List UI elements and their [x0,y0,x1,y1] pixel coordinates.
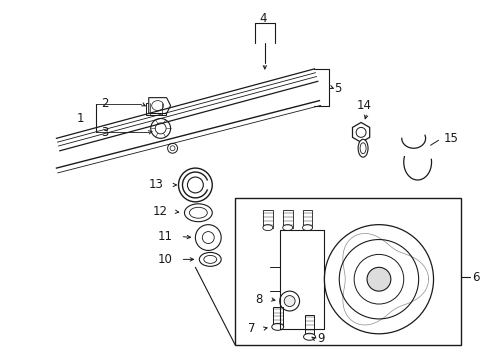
Text: 8: 8 [254,293,262,306]
Circle shape [366,267,390,291]
Bar [304,315,314,337]
Ellipse shape [151,100,163,111]
Bar [282,210,292,228]
Ellipse shape [357,139,367,157]
Text: 6: 6 [471,271,479,284]
Ellipse shape [302,225,312,231]
Polygon shape [352,122,369,142]
Circle shape [170,146,175,151]
Text: 4: 4 [259,12,266,25]
Circle shape [150,118,170,138]
Circle shape [353,255,403,304]
Circle shape [187,177,203,193]
Ellipse shape [359,143,366,154]
Text: 5: 5 [334,82,341,95]
Bar [302,210,312,228]
Bar [272,307,282,327]
Ellipse shape [263,225,272,231]
Ellipse shape [203,255,216,264]
Text: 15: 15 [443,132,457,145]
Text: 14: 14 [356,99,371,112]
Bar [145,103,165,114]
Text: 9: 9 [317,332,324,345]
Circle shape [284,296,294,306]
Circle shape [339,239,418,319]
Ellipse shape [303,333,315,340]
Polygon shape [148,98,170,113]
Text: 1: 1 [76,112,83,125]
Bar [263,210,272,228]
Text: 12: 12 [152,205,167,218]
Text: 13: 13 [148,179,163,192]
Circle shape [324,225,433,334]
Circle shape [195,225,221,251]
Bar [235,198,460,345]
Text: 2: 2 [101,97,108,110]
Ellipse shape [184,204,212,222]
Circle shape [155,123,166,134]
Circle shape [355,127,366,137]
Circle shape [279,291,299,311]
Text: 11: 11 [157,230,172,243]
Text: 10: 10 [157,253,172,266]
Ellipse shape [199,252,221,266]
Circle shape [167,143,177,153]
Text: 7: 7 [247,322,255,336]
Circle shape [178,168,212,202]
Ellipse shape [189,207,207,218]
Ellipse shape [282,225,292,231]
Circle shape [202,231,214,243]
Ellipse shape [271,323,283,330]
Text: 3: 3 [101,126,108,139]
